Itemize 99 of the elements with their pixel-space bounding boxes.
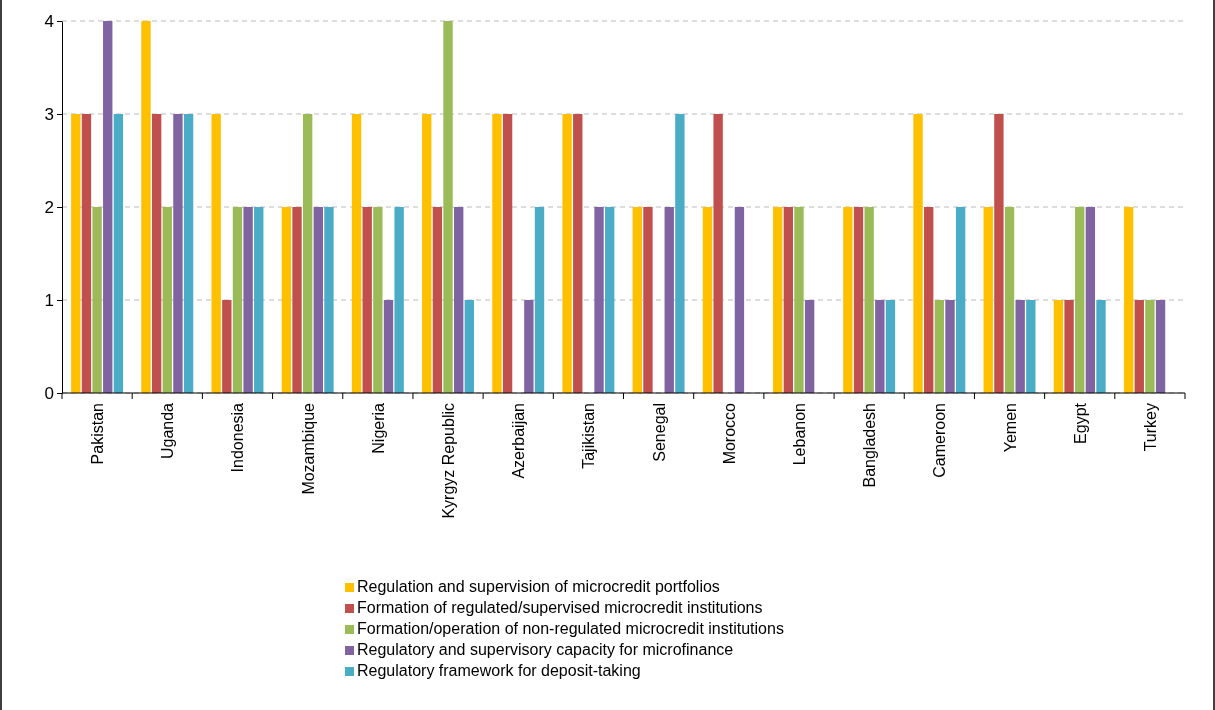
bar	[843, 207, 853, 393]
bar	[443, 21, 453, 393]
y-tick-label: 1	[44, 290, 54, 310]
bar	[81, 114, 92, 393]
bar	[243, 207, 253, 393]
bar	[783, 207, 794, 393]
bar	[103, 21, 113, 393]
legend-label: Regulatory and supervisory capacity for microfinance	[357, 641, 734, 658]
bar	[562, 114, 572, 393]
bar	[432, 207, 443, 393]
x-tick-label: Pakistan	[89, 403, 107, 465]
bar	[675, 114, 685, 393]
x-tick-label: Egypt	[1071, 402, 1089, 444]
bar	[453, 207, 464, 393]
bar	[804, 300, 815, 393]
x-tick-label: Turkey	[1141, 403, 1159, 452]
bar	[232, 207, 243, 393]
bar	[875, 300, 885, 393]
bar	[383, 300, 394, 393]
legend-label: Regulatory framework for deposit-taking	[357, 662, 641, 679]
bar	[141, 21, 151, 393]
bar	[492, 114, 502, 393]
x-tick-label: Mozambique	[299, 402, 317, 495]
x-tick-label: Cameroon	[931, 403, 949, 478]
bar	[351, 114, 362, 393]
bar	[1123, 207, 1134, 393]
bar	[464, 300, 474, 393]
bar	[713, 114, 723, 393]
x-tick-label: Nigeria	[369, 402, 387, 454]
bar	[1064, 300, 1074, 393]
bar	[885, 300, 896, 393]
bar	[934, 300, 945, 393]
bar	[71, 114, 81, 393]
bar	[281, 207, 292, 393]
y-tick-label: 0	[44, 383, 54, 403]
bar	[373, 207, 383, 393]
bar	[183, 114, 194, 393]
y-tick-label: 3	[44, 104, 54, 124]
bar	[773, 207, 783, 393]
legend-label: Formation/operation of non-regulated microcredit institutions	[357, 620, 784, 637]
bar	[1075, 207, 1085, 393]
bar	[524, 300, 534, 393]
bar	[734, 207, 745, 393]
x-tick-label: Bangladesh	[861, 403, 879, 488]
bar	[222, 300, 232, 393]
x-tick-label: Yemen	[1001, 403, 1019, 453]
bar	[945, 300, 955, 393]
bar	[292, 207, 302, 393]
bar	[594, 207, 604, 393]
bar	[173, 114, 183, 393]
x-tick-label: Senegal	[650, 403, 668, 462]
bar	[1134, 300, 1144, 393]
bar	[313, 207, 323, 393]
bar	[302, 114, 313, 393]
bar	[422, 114, 432, 393]
bar	[1085, 207, 1096, 393]
x-tick-label: Uganda	[159, 402, 177, 460]
bar	[632, 207, 642, 393]
bar	[254, 207, 264, 393]
x-tick-label: Azerbaijan	[510, 403, 528, 479]
bar	[1004, 207, 1015, 393]
bar	[394, 207, 404, 393]
y-tick-label: 2	[44, 197, 54, 217]
bar	[573, 114, 583, 393]
x-tick-label: Indonesia	[229, 402, 247, 473]
bar	[1155, 300, 1166, 393]
bar	[955, 207, 966, 393]
bar	[502, 114, 513, 393]
bar	[211, 114, 221, 393]
bar	[162, 207, 172, 393]
bar	[994, 114, 1004, 393]
x-tick-label: Morocco	[720, 402, 738, 465]
bar	[1145, 300, 1155, 393]
bar	[643, 207, 653, 393]
bar	[702, 207, 713, 393]
bar	[151, 114, 162, 393]
x-tick-label: Tajikistan	[580, 403, 598, 469]
bar	[664, 207, 674, 393]
bar	[794, 207, 804, 393]
bar	[1015, 300, 1025, 393]
bar	[92, 207, 102, 393]
bar	[113, 114, 124, 393]
bar	[362, 207, 372, 393]
x-tick-label: Lebanon	[790, 403, 808, 466]
bar	[853, 207, 864, 393]
bar	[1096, 300, 1106, 393]
x-tick-label: Kyrgyz Republic	[440, 403, 458, 519]
bar	[924, 207, 934, 393]
bar	[324, 207, 334, 393]
bar	[1026, 300, 1036, 393]
bar	[913, 114, 923, 393]
bar	[1053, 300, 1064, 393]
bar	[605, 207, 615, 393]
bar	[534, 207, 545, 393]
bar	[983, 207, 993, 393]
bar	[864, 207, 874, 393]
y-tick-label: 4	[44, 11, 54, 31]
legend-label: Regulation and supervision of microcredit portfolios	[357, 578, 720, 595]
legend-label: Formation of regulated/supervised microcredit institutions	[357, 599, 763, 616]
